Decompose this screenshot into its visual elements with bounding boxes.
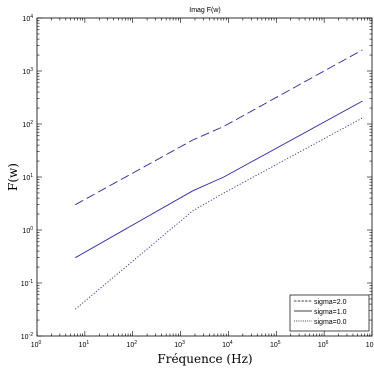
y-tick-label-exponent: 4 bbox=[30, 14, 33, 20]
y-tick-label: 102 bbox=[22, 120, 33, 129]
x-tick-label-base: 10 bbox=[222, 342, 230, 349]
x-tick-label-exponent: 2 bbox=[134, 340, 137, 346]
x-tick-label-base: 10 bbox=[366, 342, 374, 349]
x-tick-label: 107 bbox=[366, 340, 374, 349]
series-line-3 bbox=[75, 117, 363, 310]
x-tick-label-exponent: 6 bbox=[326, 340, 329, 346]
x-tick-label-base: 10 bbox=[126, 342, 134, 349]
y-tick-label: 104 bbox=[22, 14, 33, 23]
y-tick-label-exponent: 0 bbox=[30, 226, 33, 232]
x-tick-label: 102 bbox=[126, 340, 137, 349]
y-tick-label-base: 10 bbox=[22, 69, 30, 76]
x-tick-label: 105 bbox=[270, 340, 281, 349]
x-tick-label-base: 10 bbox=[31, 342, 39, 349]
legend-label-2: sigma=1.0 bbox=[314, 309, 347, 316]
x-tick-label-base: 10 bbox=[174, 342, 182, 349]
x-axis: 100101102103104105106107 bbox=[31, 18, 374, 349]
x-tick-label: 100 bbox=[31, 340, 42, 349]
y-tick-label-base: 10 bbox=[22, 122, 30, 129]
legend-label-1: sigma=2.0 bbox=[314, 299, 347, 306]
y-tick-label-base: 10 bbox=[22, 228, 30, 235]
y-tick-label-base: 10 bbox=[21, 281, 29, 288]
series-lines bbox=[75, 49, 363, 310]
y-axis-label: F(w) bbox=[6, 163, 20, 191]
y-tick-label-exponent: -2 bbox=[29, 332, 34, 338]
y-tick-label: 101 bbox=[22, 173, 33, 182]
y-tick-label: 100 bbox=[22, 226, 33, 235]
y-tick-label-exponent: 1 bbox=[30, 173, 33, 179]
x-tick-label-exponent: 1 bbox=[86, 340, 89, 346]
x-tick-label-exponent: 4 bbox=[230, 340, 233, 346]
x-tick-label: 106 bbox=[318, 340, 329, 349]
x-tick-label: 103 bbox=[174, 340, 185, 349]
x-tick-label-base: 10 bbox=[318, 342, 326, 349]
x-axis-label: Fréquence (Hz) bbox=[157, 352, 252, 366]
y-tick-label: 10-2 bbox=[21, 332, 33, 341]
y-tick-label-base: 10 bbox=[21, 334, 29, 341]
series-line-1 bbox=[75, 49, 363, 206]
y-tick-label-base: 10 bbox=[22, 175, 30, 182]
x-tick-label: 104 bbox=[222, 340, 233, 349]
plot-area bbox=[36, 17, 373, 337]
x-tick-label: 101 bbox=[79, 340, 90, 349]
x-tick-label-exponent: 0 bbox=[39, 340, 42, 346]
legend: sigma=2.0 sigma=1.0 sigma=0.0 bbox=[289, 294, 370, 332]
y-tick-label-exponent: 2 bbox=[30, 120, 33, 126]
chart-title: Imag F(w) bbox=[189, 7, 221, 14]
x-tick-label-exponent: 3 bbox=[182, 340, 185, 346]
y-tick-label-exponent: 3 bbox=[30, 67, 33, 73]
y-tick-label-base: 10 bbox=[22, 16, 30, 23]
y-tick-label-exponent: -1 bbox=[29, 279, 34, 285]
y-tick-label: 103 bbox=[22, 67, 33, 76]
y-tick-label: 10-1 bbox=[21, 279, 33, 288]
x-tick-label-exponent: 5 bbox=[278, 340, 281, 346]
legend-label-3: sigma=0.0 bbox=[314, 319, 347, 326]
x-tick-label-base: 10 bbox=[79, 342, 87, 349]
series-line-2 bbox=[75, 100, 363, 259]
x-tick-label-base: 10 bbox=[270, 342, 278, 349]
